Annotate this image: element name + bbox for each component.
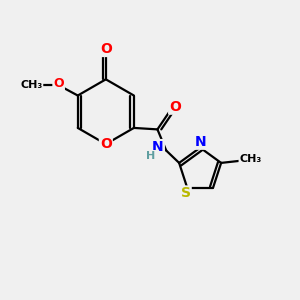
Text: N: N xyxy=(195,135,207,149)
Text: N: N xyxy=(152,140,164,154)
Text: CH₃: CH₃ xyxy=(20,80,42,90)
Text: H: H xyxy=(146,151,156,161)
Text: O: O xyxy=(53,77,64,90)
Text: CH₃: CH₃ xyxy=(239,154,262,164)
Text: S: S xyxy=(181,187,191,200)
Text: O: O xyxy=(100,42,112,56)
Text: O: O xyxy=(169,100,181,114)
Text: O: O xyxy=(100,137,112,151)
